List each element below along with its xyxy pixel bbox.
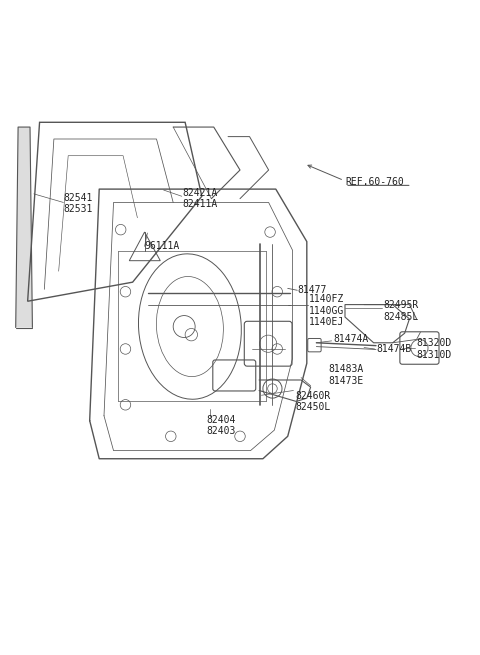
Text: 81320D
81310D: 81320D 81310D: [417, 338, 452, 360]
Text: 82460R
82450L: 82460R 82450L: [295, 390, 330, 412]
Text: 96111A: 96111A: [144, 242, 180, 252]
Text: 81474B: 81474B: [376, 344, 411, 354]
Text: 81483A
81473E: 81483A 81473E: [328, 364, 363, 386]
Text: 82541
82531: 82541 82531: [63, 193, 93, 214]
Text: 82421A
82411A: 82421A 82411A: [183, 188, 218, 210]
Text: 81474A: 81474A: [333, 335, 368, 345]
Text: 82404
82403: 82404 82403: [206, 415, 236, 436]
Text: 81477: 81477: [297, 286, 327, 295]
Text: 82495R
82485L: 82495R 82485L: [383, 300, 419, 322]
Text: 1140FZ
1140GG
1140EJ: 1140FZ 1140GG 1140EJ: [309, 294, 345, 328]
Polygon shape: [16, 127, 33, 328]
Text: REF.60-760: REF.60-760: [345, 177, 404, 187]
